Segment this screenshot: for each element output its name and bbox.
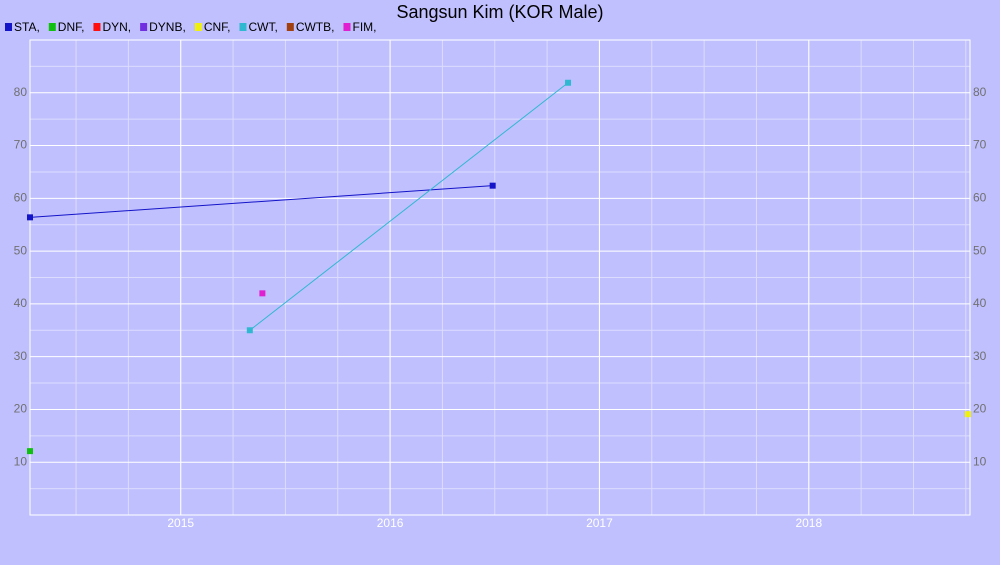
y-tick-label: 30 <box>14 349 28 363</box>
legend-swatch <box>93 23 101 31</box>
series-line <box>249 82 569 331</box>
y-tick-label-right: 20 <box>973 402 987 416</box>
y-tick-label-right: 70 <box>973 138 987 152</box>
y-tick-label: 10 <box>14 454 28 468</box>
legend-swatch <box>48 23 56 31</box>
point-marker <box>246 327 253 334</box>
y-tick-label: 70 <box>14 138 28 152</box>
series-line <box>29 185 493 218</box>
y-tick-label: 80 <box>14 85 28 99</box>
legend-label: DYN, <box>102 20 131 34</box>
y-tick-label-right: 40 <box>973 296 987 310</box>
y-tick-label-right: 80 <box>973 85 987 99</box>
plot-frame <box>29 39 971 516</box>
point-marker <box>565 79 572 86</box>
legend-swatch <box>140 23 148 31</box>
y-tick-label: 40 <box>14 296 28 310</box>
point-marker <box>259 290 266 297</box>
point-marker <box>489 182 496 189</box>
y-tick-label-right: 30 <box>973 349 987 363</box>
legend-swatch <box>343 23 351 31</box>
x-tick-label: 2016 <box>377 516 404 530</box>
legend-label: STA, <box>14 20 40 34</box>
legend-label: FIM, <box>352 20 376 34</box>
y-tick-label-right: 50 <box>973 243 987 257</box>
x-tick-label: 2017 <box>586 516 613 530</box>
x-tick-label: 2018 <box>795 516 822 530</box>
y-tick-label: 60 <box>14 191 28 205</box>
point-marker <box>27 214 33 221</box>
legend-swatch <box>286 23 294 31</box>
legend-label: CWT, <box>248 20 277 34</box>
y-tick-label: 50 <box>14 243 28 257</box>
y-tick-label: 20 <box>14 402 28 416</box>
legend-swatch <box>239 23 247 31</box>
legend-label: CWTB, <box>296 20 335 34</box>
chart-title: Sangsun Kim (KOR Male) <box>396 2 603 22</box>
legend-swatch <box>5 23 12 31</box>
point-marker <box>27 448 33 455</box>
y-tick-label-right: 60 <box>973 191 987 205</box>
x-tick-label: 2015 <box>167 516 194 530</box>
legend-label: CNF, <box>204 20 231 34</box>
y-tick-label-right: 10 <box>973 454 987 468</box>
legend-label: DNF, <box>58 20 85 34</box>
legend-label: DYNB, <box>149 20 186 34</box>
point-marker <box>964 411 971 418</box>
legend-swatch <box>194 23 202 31</box>
